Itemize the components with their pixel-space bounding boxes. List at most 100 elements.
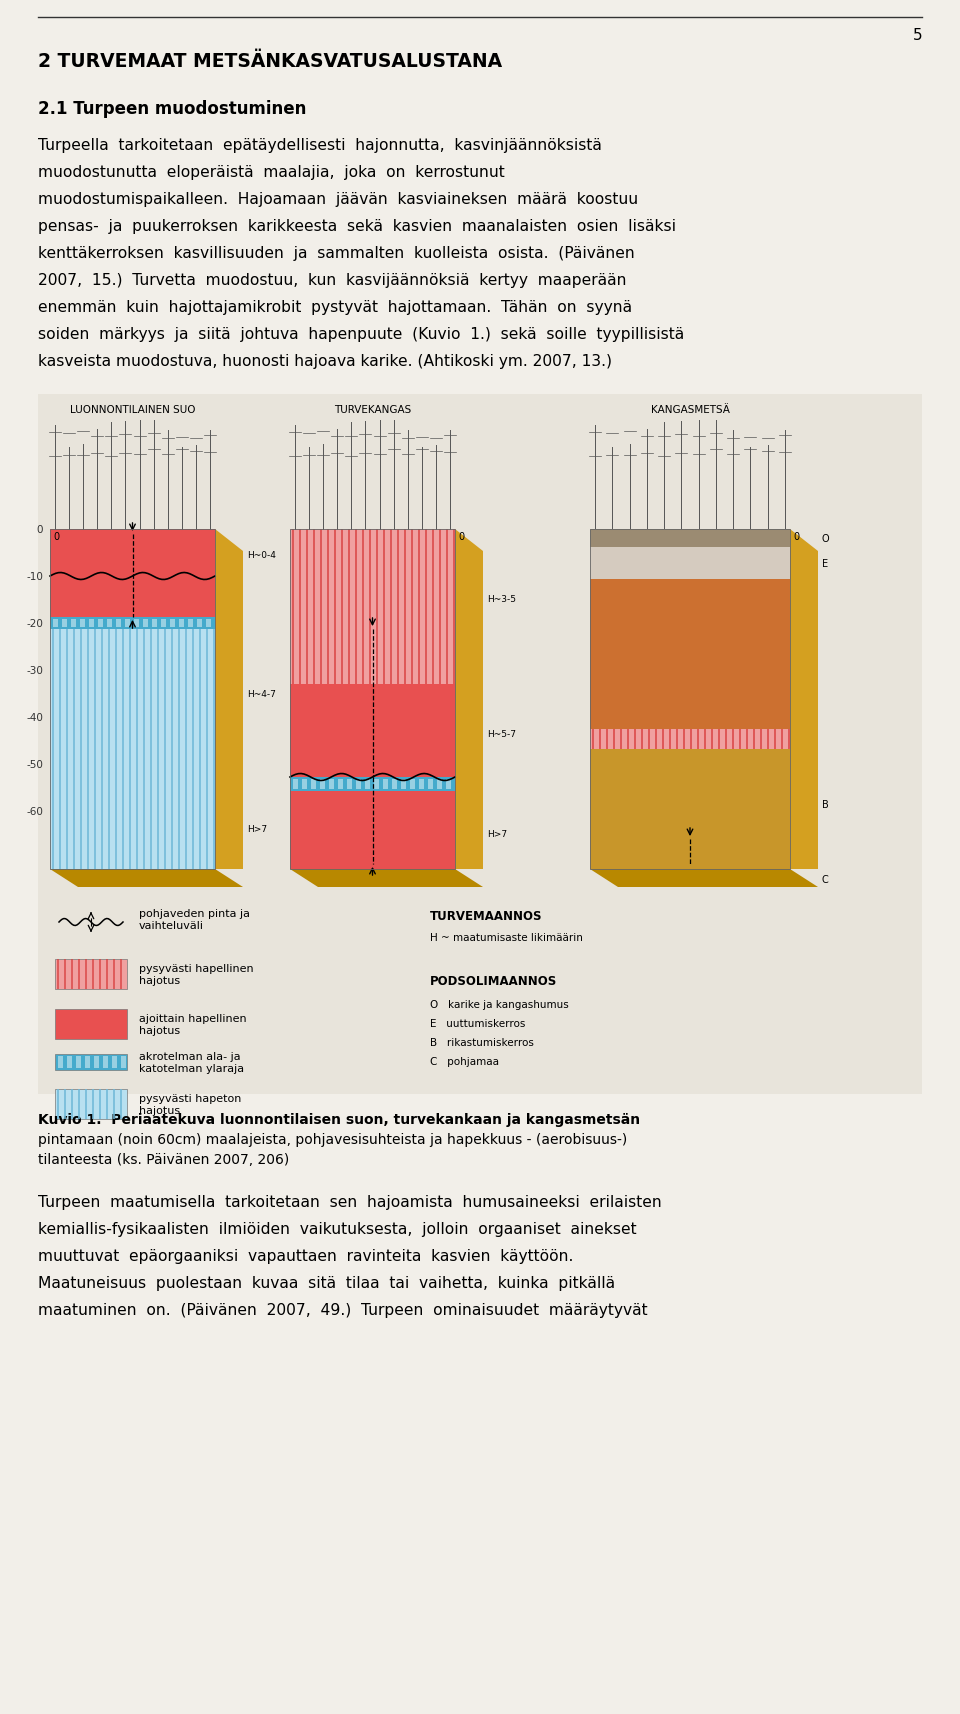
Text: Turpeen  maatumisella  tarkoitetaan  sen  hajoamista  humusaineeksi  erilaisten: Turpeen maatumisella tarkoitetaan sen ha… [38,1195,661,1210]
Bar [376,530,378,684]
Text: -20: -20 [26,619,43,629]
Bar [711,530,713,579]
Text: muodostumispaikalleen.  Hajoamaan  jäävän  kasviaineksen  määrä  koostuu: muodostumispaikalleen. Hajoamaan jäävän … [38,192,638,207]
Text: KANGASMETSÄ: KANGASMETSÄ [651,405,730,415]
Text: muodostunutta  eloperäistä  maalajia,  joka  on  kerrostunut: muodostunutta eloperäistä maalajia, joka… [38,165,505,180]
Bar [178,629,180,869]
Bar [418,530,420,684]
Bar [152,620,157,627]
Text: -10: -10 [26,572,43,581]
Bar [760,530,762,579]
Text: -30: -30 [26,665,43,675]
Polygon shape [215,530,243,869]
Bar [348,530,350,684]
Bar [292,530,294,684]
Bar [627,530,629,869]
Bar [92,1090,94,1119]
Bar [781,530,783,869]
Bar [58,1056,63,1068]
Bar [161,620,166,627]
Text: pintamaan (noin 60cm) maalajeista, pohjavesisuhteista ja hapekkuus - (aerobisuus: pintamaan (noin 60cm) maalajeista, pohja… [38,1133,627,1147]
Text: H ~ maatumisaste likimäärin: H ~ maatumisaste likimäärin [430,932,583,943]
Bar [355,530,357,684]
Bar [171,629,173,869]
Bar [199,629,201,869]
Bar [397,530,399,684]
Bar [606,530,608,579]
Text: Kuvio 1.  Periaatekuva luonnontilaisen suon, turvekankaan ja kangasmetsän: Kuvio 1. Periaatekuva luonnontilaisen su… [38,1112,640,1126]
Bar [311,780,316,790]
Bar [99,1090,101,1119]
Bar [329,780,334,790]
Bar [313,530,315,684]
Bar [50,629,215,869]
Text: H~3-5: H~3-5 [487,595,516,603]
Text: PODSOLIMAANNOS: PODSOLIMAANNOS [430,975,557,987]
Text: H~0-4: H~0-4 [247,550,276,559]
Bar [592,530,594,869]
Text: pohjaveden pinta ja
vaihteluväli: pohjaveden pinta ja vaihteluväli [139,908,250,931]
Bar [108,629,110,869]
Bar [347,780,352,790]
Bar [590,530,790,579]
Text: muuttuvat  epäorgaaniksi  vapauttaen  ravinteita  kasvien  käyttöön.: muuttuvat epäorgaaniksi vapauttaen ravin… [38,1248,573,1263]
Bar [94,1056,99,1068]
Bar [590,548,790,579]
Polygon shape [50,869,243,888]
Text: -50: -50 [26,759,43,770]
Bar [697,530,699,579]
Bar [641,530,643,579]
Bar [50,530,215,617]
Bar [150,629,152,869]
Bar [369,530,371,684]
Bar [50,530,215,869]
Bar [78,960,80,989]
Bar [401,780,406,790]
Bar [697,530,699,869]
Bar [437,780,442,790]
Bar [290,778,455,792]
Bar [634,530,636,579]
Bar [62,620,67,627]
Polygon shape [455,530,483,869]
Bar [753,530,755,869]
Bar [767,530,769,869]
Bar [648,530,650,869]
Bar [52,629,54,869]
Text: C   pohjamaa: C pohjamaa [430,1056,499,1066]
Bar [85,960,87,989]
Text: H~4-7: H~4-7 [247,691,276,699]
Text: maatuminen  on.  (Päivänen  2007,  49.)  Turpeen  ominaisuudet  määräytyvät: maatuminen on. (Päivänen 2007, 49.) Turp… [38,1303,648,1318]
Text: soiden  märkyys  ja  siitä  johtuva  hapenpuute  (Kuvio  1.)  sekä  soille  tyyp: soiden märkyys ja siitä johtuva hapenpuu… [38,327,684,341]
Text: kemiallis-fysikaalisten  ilmiöiden  vaikutuksesta,  jolloin  orgaaniset  ainekse: kemiallis-fysikaalisten ilmiöiden vaikut… [38,1222,636,1236]
Bar [73,629,75,869]
Bar [170,620,175,627]
Bar [213,629,215,869]
Bar [732,530,734,869]
Text: enemmän  kuin  hajottajamikrobit  pystyvät  hajottamaan.  Tähän  on  syynä: enemmän kuin hajottajamikrobit pystyvät … [38,300,632,315]
Bar [718,530,720,869]
Text: ajoittain hapellinen
hajotus: ajoittain hapellinen hajotus [139,1013,247,1035]
Text: Maatuneisuus  puolestaan  kuvaa  sitä  tilaa  tai  vaihetta,  kuinka  pitkällä: Maatuneisuus puolestaan kuvaa sitä tilaa… [38,1275,615,1291]
Bar [78,1090,80,1119]
Bar [590,579,790,730]
Bar [80,629,82,869]
Bar [290,530,455,684]
Bar [121,1056,126,1068]
Bar [106,1090,108,1119]
Bar [648,530,650,579]
Bar [669,530,671,869]
Bar [599,530,601,579]
Text: kasveista muodostuva, huonosti hajoava karike. (Ahtikoski ym. 2007, 13.): kasveista muodostuva, huonosti hajoava k… [38,353,612,369]
Bar [620,530,622,869]
Bar [290,792,455,869]
Bar [306,530,308,684]
Bar [302,780,307,790]
Bar [453,530,455,684]
Bar [98,620,103,627]
Bar [392,780,397,790]
Bar [704,530,706,579]
Bar [590,530,790,869]
Polygon shape [290,869,483,888]
Text: 0: 0 [36,524,43,535]
